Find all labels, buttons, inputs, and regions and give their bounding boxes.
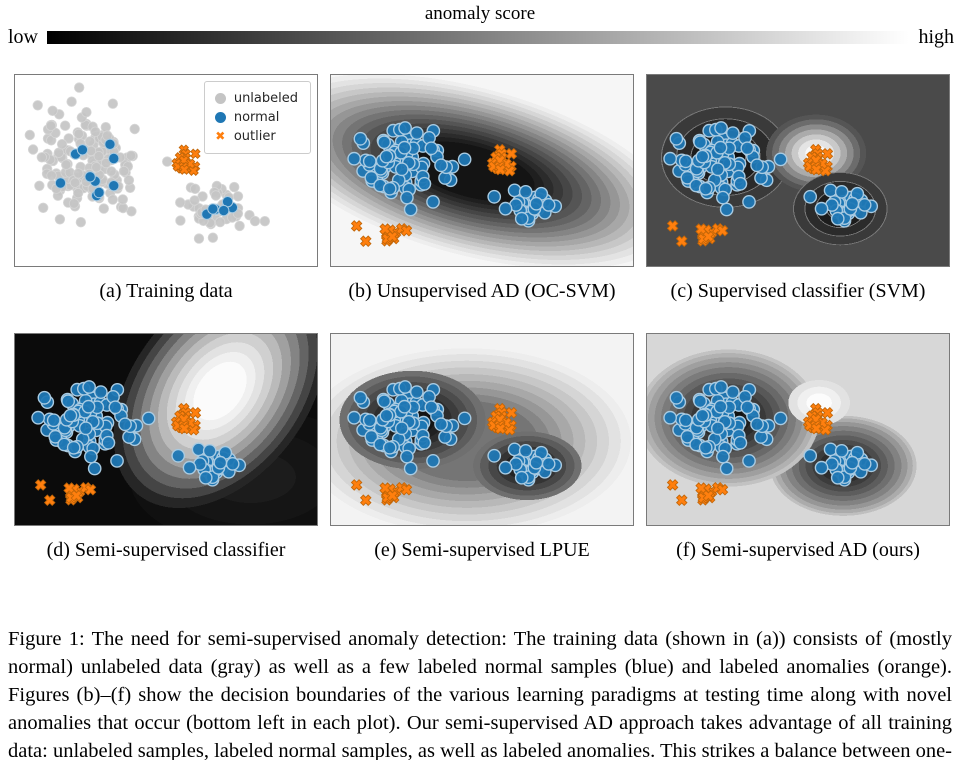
panel-f: (f) Semi-supervised AD (ours)	[646, 333, 950, 592]
plot-c-svm	[646, 74, 950, 267]
plot-d-semisupervised-classifier	[14, 333, 318, 526]
legend-label: outlier	[233, 129, 276, 144]
scatter-layer-c	[663, 121, 879, 248]
panel-caption-b: (b) Unsupervised AD (OC-SVM)	[348, 280, 616, 302]
colorbar-high-label: high	[918, 26, 954, 48]
panel-b: (b) Unsupervised AD (OC-SVM)	[330, 74, 634, 333]
outlier-marker-icon: ✖	[215, 129, 226, 143]
scatter-layer-d	[31, 380, 247, 507]
scatter-layer-e	[347, 380, 563, 507]
panel-e: (e) Semi-supervised LPUE	[330, 333, 634, 592]
panel-caption-d: (d) Semi-supervised classifier	[46, 539, 286, 561]
panel-caption-f: (f) Semi-supervised AD (ours)	[676, 539, 920, 561]
panel-a: unlabeled normal ✖ outlier (a) Training …	[14, 74, 318, 333]
colorbar-gradient	[47, 30, 910, 44]
plot-e-lpue	[330, 333, 634, 526]
plot-b-ocsvm	[330, 74, 634, 267]
scatter-layer-a	[24, 82, 271, 244]
plot-a-training-data: unlabeled normal ✖ outlier	[14, 74, 318, 267]
legend-item-normal: normal	[214, 108, 298, 127]
legend-item-unlabeled: unlabeled	[214, 89, 298, 108]
anomaly-score-colorbar: anomaly score low high	[0, 0, 960, 48]
panel-caption-c: (c) Supervised classifier (SVM)	[670, 280, 926, 302]
colorbar-row: low high	[8, 27, 954, 47]
scatter-layer-f	[663, 380, 879, 507]
panel-caption-a: (a) Training data	[99, 280, 233, 302]
panel-caption-e: (e) Semi-supervised LPUE	[374, 539, 590, 561]
colorbar-title: anomaly score	[424, 3, 536, 24]
legend-label: unlabeled	[233, 91, 298, 106]
legend-label: normal	[233, 110, 280, 125]
plot-f-ours	[646, 333, 950, 526]
figure-caption: Figure 1: The need for semi-supervised a…	[8, 628, 953, 760]
legend: unlabeled normal ✖ outlier	[203, 81, 311, 154]
panel-c: (c) Supervised classifier (SVM)	[646, 74, 950, 333]
normal-marker-icon	[214, 112, 226, 123]
unlabeled-marker-icon	[214, 93, 226, 104]
scatter-layer-b	[347, 121, 563, 248]
colorbar-low-label: low	[8, 26, 38, 48]
legend-item-outlier: ✖ outlier	[215, 127, 298, 146]
panel-d: (d) Semi-supervised classifier	[14, 333, 318, 592]
panel-grid: unlabeled normal ✖ outlier (a) Training …	[14, 74, 950, 592]
